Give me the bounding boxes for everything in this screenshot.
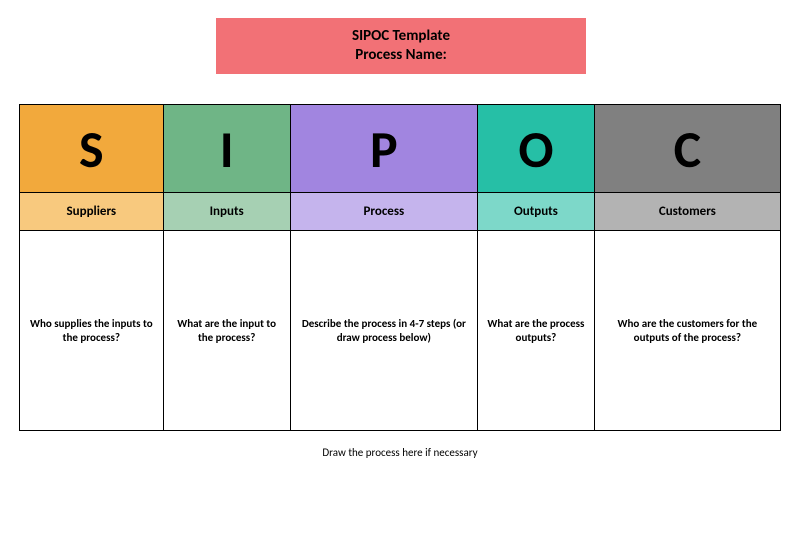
letter-cell-p: P — [290, 105, 477, 193]
header-title-line2: Process Name: — [355, 46, 447, 66]
footer-text: Draw the process here if necessary — [0, 446, 800, 459]
letter-cell-c: C — [594, 105, 780, 193]
desc-cell-outputs: What are the process outputs? — [478, 231, 595, 431]
letter-cell-o: O — [478, 105, 595, 193]
desc-cell-customers: Who are the customers for the outputs of… — [594, 231, 780, 431]
letter-cell-s: S — [20, 105, 164, 193]
letter-cell-i: I — [163, 105, 290, 193]
header-box: SIPOC Template Process Name: — [216, 18, 586, 74]
header-title-line1: SIPOC Template — [352, 27, 450, 47]
letter-row: S I P O C — [20, 105, 781, 193]
desc-cell-process: Describe the process in 4-7 steps (or dr… — [290, 231, 477, 431]
label-cell-inputs: Inputs — [163, 193, 290, 231]
desc-cell-suppliers: Who supplies the inputs to the process? — [20, 231, 164, 431]
label-row: Suppliers Inputs Process Outputs Custome… — [20, 193, 781, 231]
label-cell-process: Process — [290, 193, 477, 231]
description-row: Who supplies the inputs to the process? … — [20, 231, 781, 431]
desc-cell-inputs: What are the input to the process? — [163, 231, 290, 431]
label-cell-outputs: Outputs — [478, 193, 595, 231]
label-cell-suppliers: Suppliers — [20, 193, 164, 231]
sipoc-table: S I P O C Suppliers Inputs Process Outpu… — [19, 104, 781, 431]
label-cell-customers: Customers — [594, 193, 780, 231]
